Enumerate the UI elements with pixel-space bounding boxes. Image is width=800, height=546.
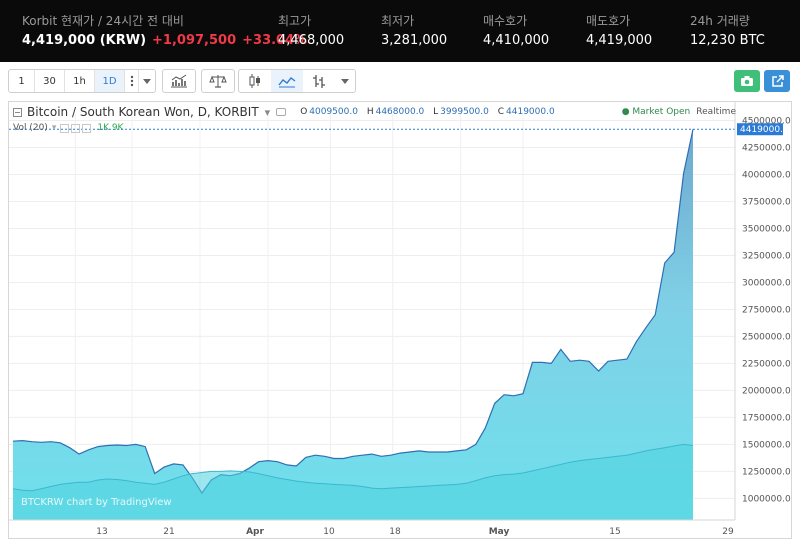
- interval-30-button[interactable]: 30: [35, 70, 65, 92]
- volume-ma-line: [12, 443, 694, 492]
- interval-group: 1 30 1h 1D: [8, 69, 156, 93]
- stat-label: 매도호가: [586, 14, 631, 28]
- market-status: ● Market Open Realtime: [622, 107, 736, 117]
- compare-group: [201, 69, 235, 93]
- eye-icon[interactable]: [276, 108, 287, 116]
- collapse-icon[interactable]: [13, 107, 22, 117]
- y-tick-label: 3750000.0: [742, 197, 791, 207]
- last-price-tag: [737, 123, 783, 136]
- y-tick-label: 1500000.0: [742, 440, 791, 450]
- low-value: 3999500.0: [440, 107, 489, 117]
- volume-title: Vol (20): [13, 123, 48, 133]
- chart-legend: Bitcoin / South Korean Won, D, KORBIT ▾ …: [13, 105, 555, 119]
- x-tick-label: May: [489, 527, 510, 537]
- x-tick-label: 10: [323, 527, 335, 537]
- stat-label: 최저가: [381, 14, 415, 28]
- camera-icon[interactable]: [734, 70, 760, 92]
- y-tick-label: 3500000.0: [742, 224, 791, 234]
- x-tick-label: 21: [163, 527, 174, 537]
- stat-value: 12,230 BTC: [690, 33, 765, 48]
- y-tick-label: 2000000.0: [742, 386, 791, 396]
- dropdown-caret-icon[interactable]: [139, 70, 155, 92]
- volume-values: 1K 9K: [97, 123, 124, 133]
- interval-1h-button[interactable]: 1h: [65, 70, 95, 92]
- last-price-label: 4419000.0: [740, 125, 789, 135]
- close-value: 4419000.0: [506, 107, 555, 117]
- y-tick-label: 1000000.0: [742, 494, 791, 504]
- remove-icon[interactable]: [82, 123, 92, 133]
- dropdown-caret-icon[interactable]: ▾: [51, 123, 57, 133]
- stat-label: 최고가: [278, 14, 312, 28]
- watermark: BTCKRW chart by TradingView: [21, 497, 172, 508]
- interval-1d-button[interactable]: 1D: [95, 70, 125, 92]
- compare-scale-icon[interactable]: [202, 70, 234, 92]
- realtime-label: Realtime: [696, 107, 736, 117]
- y-tick-label: 2750000.0: [742, 305, 791, 315]
- interval-1-button[interactable]: 1: [9, 70, 35, 92]
- price-change-pct: +33.04%: [242, 33, 308, 48]
- stat-value: 3,281,000: [381, 33, 448, 48]
- area-style-icon[interactable]: [271, 70, 303, 92]
- current-price-row: 4,419,000 (KRW) +1,097,500 +33.04%: [22, 33, 307, 48]
- close-label: C: [497, 107, 505, 117]
- stat-value: 4,468,000: [278, 33, 345, 48]
- y-tick-label: 4500000.0: [742, 116, 791, 126]
- y-tick-label: 3250000.0: [742, 251, 791, 261]
- stat-label: 매수호가: [483, 14, 528, 28]
- price-chart[interactable]: 1000000.0 1250000.0 1500000.0 1750000.0 2000…: [9, 102, 793, 540]
- x-tick-label: 13: [96, 527, 107, 537]
- open-value: 4009500.0: [309, 107, 358, 117]
- hide-icon[interactable]: [71, 123, 81, 133]
- stat-value: 4,419,000: [586, 33, 653, 48]
- y-tick-label: 4250000.0: [742, 143, 791, 153]
- x-tick-label: 18: [389, 527, 401, 537]
- symbol-title: Bitcoin / South Korean Won, D, KORBIT: [27, 105, 259, 119]
- price-change: +1,097,500: [152, 33, 237, 48]
- dropdown-caret-icon[interactable]: [335, 70, 355, 92]
- current-price: 4,419,000 (KRW): [22, 33, 147, 48]
- popout-icon[interactable]: [764, 70, 790, 92]
- low-label: L: [433, 107, 439, 117]
- y-tick-label: 4000000.0: [742, 170, 791, 180]
- chart-frame: 1000000.0 1250000.0 1500000.0 1750000.0 2000…: [8, 101, 792, 539]
- x-tick-label: Apr: [246, 527, 264, 537]
- high-value: 4468000.0: [375, 107, 425, 117]
- y-tick-label: 1250000.0: [742, 467, 791, 477]
- y-tick-label: 2500000.0: [742, 332, 791, 342]
- price-area-fill: [13, 129, 693, 520]
- y-tick-label: 1750000.0: [742, 413, 791, 423]
- high-label: H: [366, 107, 374, 117]
- indicators-group: [162, 69, 196, 93]
- volume-ma-area: [13, 444, 693, 520]
- stat-label: 24h 거래량: [690, 14, 750, 28]
- bar-style-icon[interactable]: [303, 70, 335, 92]
- market-open-label: ● Market Open: [621, 107, 691, 117]
- settings-icon[interactable]: [60, 123, 70, 133]
- vertical-dots-icon[interactable]: [125, 70, 139, 92]
- open-label: O: [300, 107, 308, 117]
- candle-style-icon[interactable]: [239, 70, 271, 92]
- stat-value: 4,410,000: [483, 33, 550, 48]
- y-tick-label: 2250000.0: [742, 359, 791, 369]
- current-price-title: Korbit 현재가 / 24시간 전 대비: [22, 14, 184, 28]
- x-tick-label: 15: [609, 527, 620, 537]
- ticker-header: Korbit 현재가 / 24시간 전 대비 4,419,000 (KRW) +1…: [0, 0, 800, 62]
- chart-toolbar: 1 30 1h 1D: [0, 62, 800, 100]
- dropdown-caret-icon[interactable]: ▾: [264, 105, 271, 119]
- y-tick-label: 3000000.0: [742, 278, 791, 288]
- indicators-icon[interactable]: [163, 70, 195, 92]
- x-tick-label: 29: [722, 527, 734, 537]
- chart-style-group: [238, 69, 356, 93]
- volume-legend: Vol (20) ▾ 1K 9K: [13, 123, 123, 133]
- price-series-line: [12, 129, 694, 495]
- ohlc-values: O 4009500.0 H 4468000.0 L 3999500.0 C 441900…: [294, 107, 555, 117]
